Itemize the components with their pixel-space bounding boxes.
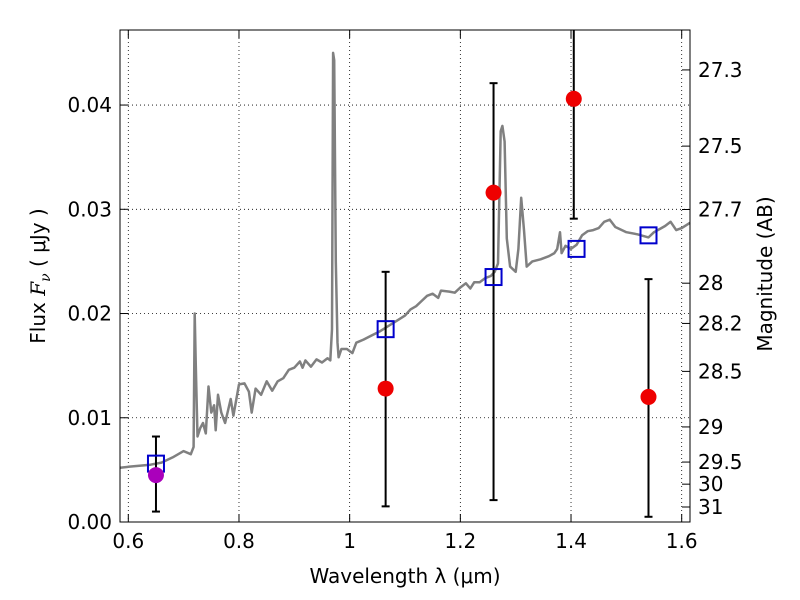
y-tick-label: 0.01 <box>67 406 112 430</box>
y-axis-label-text: Flux Fν ( μJy ) <box>26 208 54 343</box>
observed-point <box>377 380 394 397</box>
right-tick-label: 28.2 <box>698 311 743 335</box>
right-tick-label: 30 <box>698 472 723 496</box>
model-spectrum <box>119 51 691 470</box>
y-axis-label-unit: ( μJy ) <box>26 208 50 273</box>
model-photometry-square <box>484 268 503 287</box>
observed-points <box>147 90 657 484</box>
y-tick-label: 0.03 <box>67 197 112 221</box>
y-tick-label: 0.02 <box>67 302 112 326</box>
model-photometry-markers <box>146 226 658 473</box>
x-tick-label: 1.2 <box>444 529 476 553</box>
right-tick-label: 27.3 <box>698 58 743 82</box>
y-axis-label-prefix: Flux <box>26 296 50 344</box>
y-tick-label: 0.04 <box>67 93 112 117</box>
plot-frame <box>119 29 691 523</box>
model-photometry-square <box>376 320 395 339</box>
grid <box>120 30 690 523</box>
right-tick-label: 27.7 <box>698 197 743 221</box>
x-tick-label: 1.6 <box>666 529 698 553</box>
x-tick-label: 1 <box>343 529 356 553</box>
x-axis-label: Wavelength λ (μm) <box>309 564 500 588</box>
spectrum-line <box>119 51 691 470</box>
right-tick-label: 29 <box>698 415 723 439</box>
right-tick-label: 28.5 <box>698 359 743 383</box>
right-tick-label: 31 <box>698 495 723 519</box>
right-tick-label: 27.5 <box>698 134 743 158</box>
right-axis-label-text: Magnitude (AB) <box>753 196 777 351</box>
axis-ticks: 0.6 0.8 1 1.2 1.4 1.6 0.00 0.01 0.02 0.03 0.04 27.3… <box>67 30 743 553</box>
x-tick-label: 1.4 <box>555 529 587 553</box>
right-tick-label: 28 <box>698 271 723 295</box>
y-axis-label: Flux Fν ( μJy ) <box>26 208 54 343</box>
observed-point <box>565 90 582 107</box>
model-photometry-square <box>639 226 658 245</box>
x-tick-label: 0.8 <box>223 529 255 553</box>
y-axis-label-subscript: ν <box>38 273 54 282</box>
right-axis-label: Magnitude (AB) <box>753 196 777 351</box>
model-photometry-square <box>567 239 586 258</box>
observed-point <box>640 388 657 405</box>
x-tick-label: 0.6 <box>112 529 144 553</box>
right-tick-label: 29.5 <box>698 450 743 474</box>
y-tick-label: 0.00 <box>67 510 112 534</box>
y-axis-label-symbol: F <box>26 281 50 297</box>
observed-point <box>485 184 502 201</box>
observed-point-alt <box>147 467 164 484</box>
x-axis-label-text: Wavelength λ (μm) <box>309 564 500 588</box>
